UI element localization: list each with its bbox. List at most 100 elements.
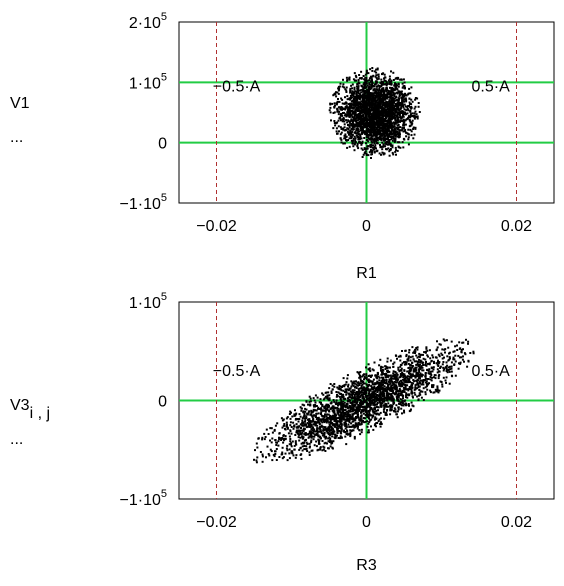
data-point	[383, 126, 386, 129]
data-point	[388, 150, 391, 153]
data-point	[393, 134, 396, 137]
data-point	[337, 98, 339, 100]
data-point	[286, 449, 289, 452]
data-point	[388, 143, 391, 146]
data-point	[386, 390, 389, 393]
data-point	[358, 373, 361, 376]
data-point	[348, 388, 351, 391]
data-point	[388, 141, 391, 144]
data-point	[314, 430, 317, 433]
data-point	[360, 117, 363, 120]
data-point	[369, 389, 372, 392]
data-point	[445, 367, 448, 370]
data-point	[403, 377, 406, 380]
data-point	[373, 402, 375, 405]
data-point	[352, 413, 355, 415]
data-point	[378, 113, 381, 116]
data-point	[384, 115, 387, 118]
data-point	[395, 386, 398, 389]
data-point	[377, 126, 379, 129]
data-point	[354, 74, 357, 77]
data-point	[340, 401, 343, 404]
data-point	[327, 391, 330, 394]
data-point	[401, 141, 404, 144]
data-point	[371, 67, 374, 69]
data-point	[382, 378, 384, 381]
data-point	[351, 402, 354, 405]
data-point	[428, 368, 431, 371]
data-point	[352, 123, 355, 126]
data-point	[376, 67, 379, 70]
data-point	[370, 113, 373, 116]
data-point	[415, 372, 418, 374]
data-point	[379, 118, 381, 121]
data-point	[386, 375, 389, 378]
data-point	[376, 95, 379, 98]
data-point	[291, 440, 294, 443]
data-point	[385, 376, 387, 379]
data-point	[388, 96, 391, 99]
data-point	[348, 137, 351, 140]
data-point	[379, 96, 382, 99]
data-point	[422, 369, 425, 372]
data-point	[375, 147, 377, 150]
data-point	[365, 376, 368, 379]
data-point	[282, 456, 285, 459]
data-point	[348, 78, 351, 81]
data-point	[417, 394, 420, 397]
data-point	[383, 73, 386, 76]
data-point	[395, 404, 398, 407]
data-point	[356, 408, 358, 411]
data-point	[344, 412, 347, 414]
data-point	[313, 421, 316, 424]
data-point	[391, 139, 394, 142]
data-point	[280, 439, 283, 441]
data-point	[288, 452, 291, 455]
data-point	[408, 125, 411, 128]
data-point	[389, 130, 392, 133]
data-point	[384, 94, 387, 97]
data-point	[329, 383, 332, 385]
data-point	[360, 143, 363, 146]
data-point	[296, 431, 299, 434]
data-point	[397, 126, 400, 129]
data-point	[349, 401, 352, 404]
data-point	[404, 128, 407, 131]
data-point	[390, 392, 393, 395]
data-point	[448, 382, 451, 385]
data-point	[329, 422, 332, 425]
data-point	[359, 374, 361, 377]
data-point	[375, 425, 377, 428]
data-point	[327, 433, 330, 436]
data-point	[331, 447, 334, 450]
data-point	[376, 422, 379, 424]
data-point	[318, 422, 321, 425]
data-point	[274, 453, 277, 455]
data-point	[386, 103, 388, 106]
data-point	[339, 420, 342, 423]
data-point	[435, 349, 438, 352]
data-point	[274, 450, 277, 453]
data-point	[396, 84, 398, 87]
data-point	[382, 108, 385, 111]
data-point	[357, 94, 360, 97]
data-point	[346, 121, 349, 124]
data-point	[299, 423, 302, 426]
data-point	[342, 410, 344, 413]
data-point	[301, 403, 304, 406]
data-point	[358, 382, 361, 385]
data-point	[362, 396, 365, 398]
data-point	[305, 417, 308, 420]
data-point	[342, 400, 345, 403]
data-point	[381, 110, 384, 113]
data-point	[341, 118, 344, 121]
data-point	[390, 137, 393, 140]
data-point	[352, 420, 355, 423]
data-point	[406, 388, 409, 391]
data-point	[360, 114, 363, 117]
data-point	[327, 416, 329, 419]
data-point	[346, 407, 349, 409]
data-point	[379, 81, 382, 84]
data-point	[338, 420, 341, 423]
data-point	[367, 96, 370, 98]
